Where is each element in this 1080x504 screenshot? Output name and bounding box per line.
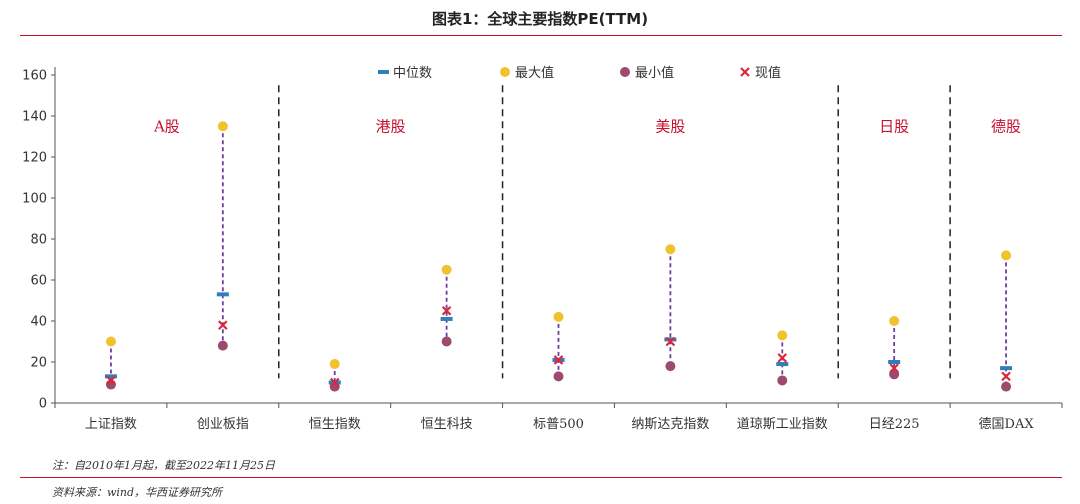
min-point (441, 336, 452, 347)
y-tick-label: 20 (30, 356, 47, 371)
min-point (1001, 381, 1012, 392)
median-mark (1000, 366, 1013, 371)
median-mark (440, 316, 453, 321)
footer-divider (20, 477, 1062, 478)
median-mark (216, 292, 229, 297)
legend-min-marker (620, 67, 630, 77)
group-label: 港股 (376, 117, 406, 135)
legend-median-marker (378, 70, 389, 74)
x-category-label: 恒生指数 (309, 417, 361, 432)
max-point (105, 336, 116, 347)
group-label: 美股 (655, 117, 685, 135)
x-category-label: 纳斯达克指数 (631, 417, 709, 432)
min-point (665, 361, 676, 372)
y-tick-label: 160 (22, 69, 47, 84)
y-tick-label: 140 (22, 110, 47, 125)
max-point (665, 244, 676, 255)
current-mark (665, 336, 676, 347)
legend-current-label: 现值 (755, 65, 781, 81)
group-label: 德股 (991, 117, 1021, 135)
max-point (777, 330, 788, 341)
min-point (217, 340, 228, 351)
current-mark (106, 375, 116, 386)
min-point (553, 371, 564, 382)
current-mark (1001, 371, 1011, 382)
current-mark (218, 320, 228, 330)
chart-note: 注：自2010年1月起，截至2022年11月25日 (52, 459, 275, 472)
y-tick-label: 120 (22, 151, 47, 166)
title-divider (20, 35, 1062, 36)
y-tick-label: 60 (30, 274, 47, 289)
median-mark (104, 374, 117, 379)
max-point (329, 359, 340, 370)
legend-current-marker (740, 67, 750, 77)
pe-chart: 0 20 40 60 80 100 120 140 160 上证指数 创业板指 恒生指数 恒生科技 标普5… (22, 65, 1063, 432)
current-mark (329, 377, 340, 388)
legend-min-label: 最小值 (635, 65, 674, 81)
current-mark (777, 353, 788, 363)
current-mark (441, 305, 452, 316)
x-category-label: 道琼斯工业指数 (737, 417, 828, 432)
y-tick-label: 80 (30, 233, 47, 248)
current-mark (553, 355, 564, 365)
x-category-label: 标普500 (533, 417, 584, 432)
legend-max-marker (500, 67, 510, 77)
min-point (777, 375, 788, 386)
median-mark (776, 362, 789, 367)
current-mark (889, 363, 899, 373)
x-category-label: 日经225 (869, 417, 920, 432)
y-tick-label: 40 (30, 315, 47, 330)
max-point (1001, 250, 1012, 261)
legend-max-label: 最大值 (515, 65, 554, 81)
max-point (889, 316, 900, 326)
chart-title: 图表1：全球主要指数PE(TTM) (431, 10, 649, 28)
median-mark (888, 360, 901, 364)
x-category-label: 创业板指 (197, 417, 249, 432)
y-tick-label: 0 (39, 397, 47, 412)
x-category-label: 恒生科技 (421, 417, 473, 432)
legend-median-label: 中位数 (393, 66, 432, 81)
max-point (441, 264, 452, 275)
x-category-label: 德国DAX (979, 417, 1035, 432)
max-point (553, 311, 564, 322)
y-tick-label: 100 (22, 192, 47, 207)
group-label: A股 (153, 117, 180, 135)
median-mark (664, 337, 677, 342)
group-label: 日股 (879, 117, 909, 135)
x-category-label: 上证指数 (85, 417, 137, 432)
chart-source: 资料来源：wind，华西证券研究所 (52, 486, 223, 499)
max-point (217, 121, 228, 132)
